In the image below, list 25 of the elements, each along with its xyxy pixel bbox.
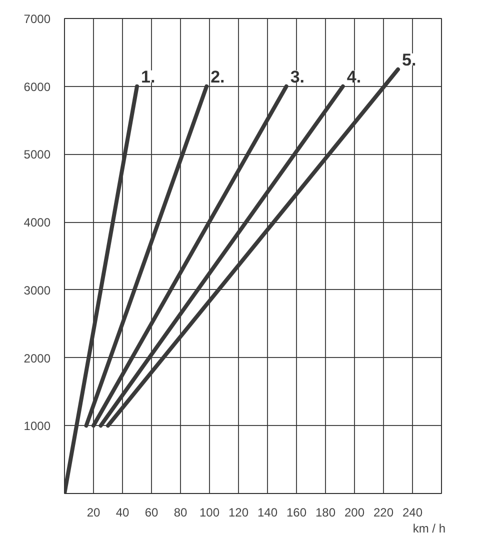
series-label: 3. <box>290 67 305 86</box>
x-tick-label: 40 <box>116 506 130 520</box>
x-tick-label: 140 <box>257 506 278 520</box>
x-tick-label: 80 <box>174 506 188 520</box>
x-axis-title: km / h <box>412 522 446 535</box>
y-tick-label: 2000 <box>24 351 51 366</box>
x-tick-label: 240 <box>402 506 423 520</box>
y-tick-label: 7000 <box>24 12 51 26</box>
series-label: 2. <box>210 67 225 86</box>
x-tick-label: 120 <box>228 506 249 520</box>
series-label: 5. <box>402 50 416 70</box>
y-tick-label: 1000 <box>24 419 51 434</box>
y-tick-label: 3000 <box>24 283 51 298</box>
y-tick-label: 4000 <box>24 216 51 230</box>
x-tick-label: 200 <box>344 506 365 520</box>
y-tick-label: 5000 <box>24 148 51 162</box>
x-tick-label: 220 <box>373 506 394 520</box>
x-tick-label: 100 <box>199 506 220 520</box>
x-tick-label: 160 <box>286 506 307 520</box>
y-tick-label: 6000 <box>24 80 51 94</box>
series-label: 1. <box>141 67 156 86</box>
x-tick-label: 180 <box>315 506 336 520</box>
x-tick-label: 20 <box>86 506 100 520</box>
series-label: 4. <box>346 67 362 86</box>
x-tick-label: 60 <box>144 506 158 520</box>
